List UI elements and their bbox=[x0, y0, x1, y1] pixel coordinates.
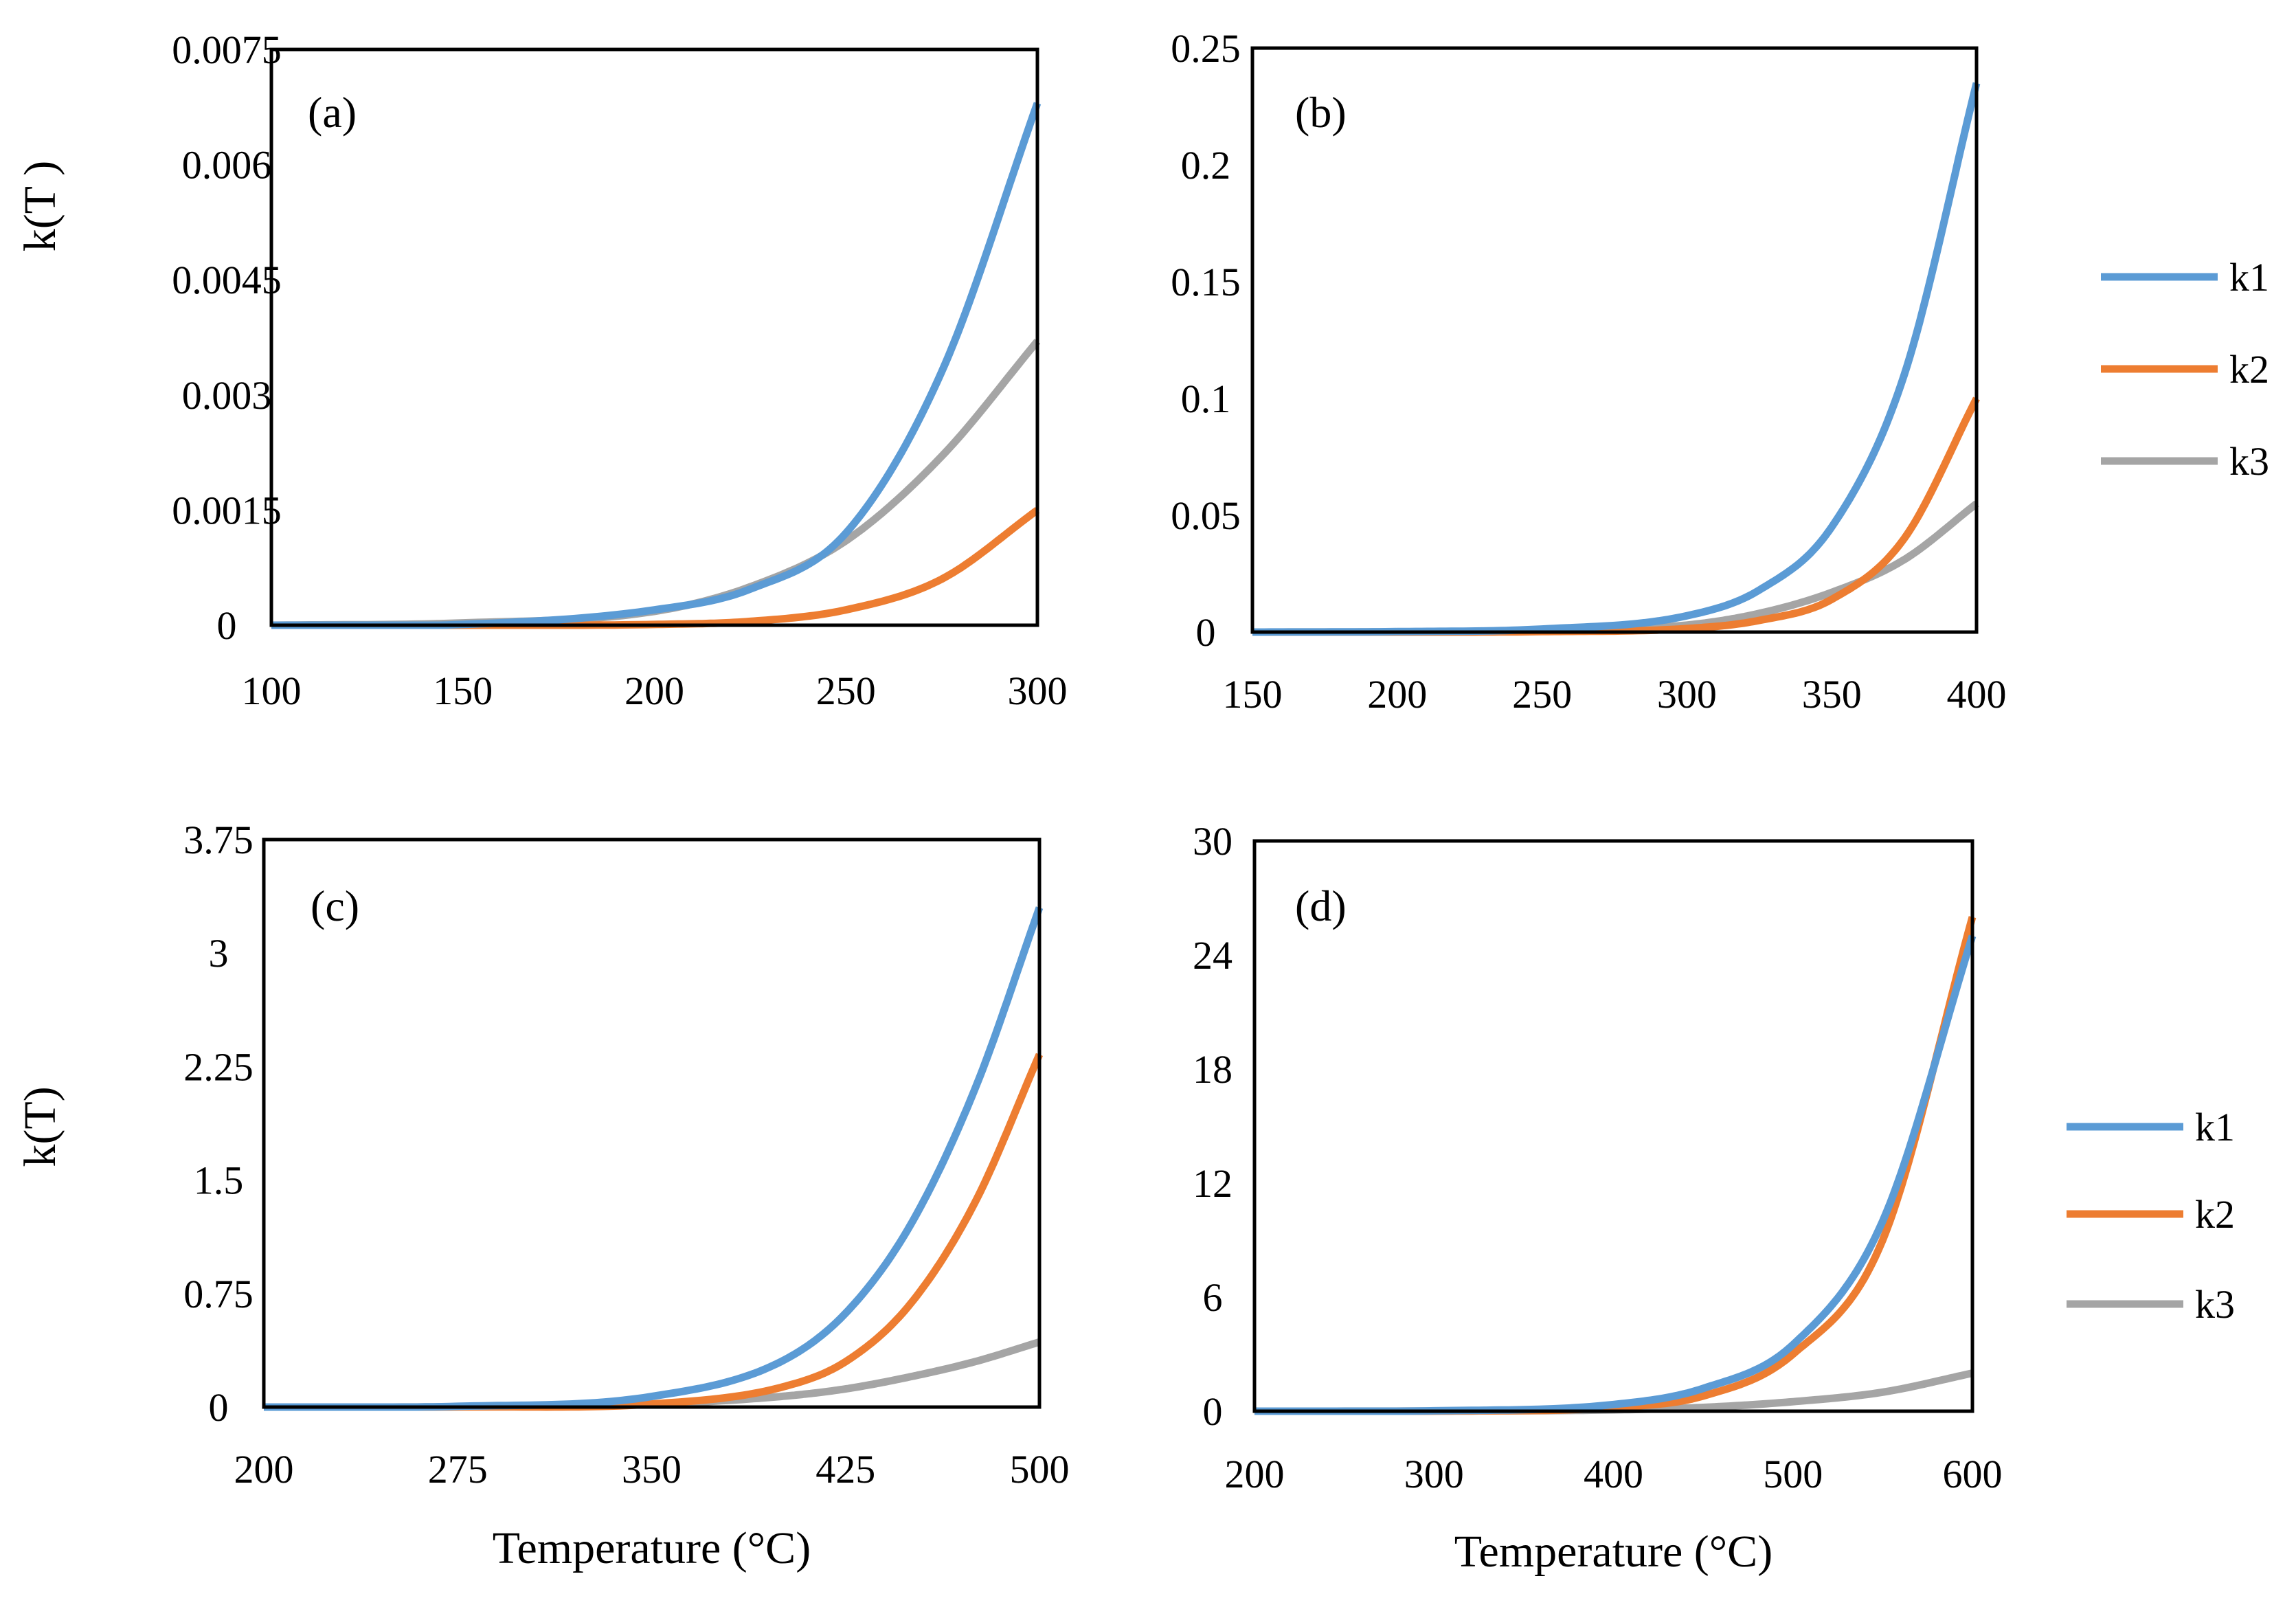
y-tick-label: 0.0045 bbox=[172, 258, 282, 302]
x-tick-label: 300 bbox=[1404, 1452, 1464, 1496]
plot-frame bbox=[269, 47, 1039, 627]
x-tick-label: 250 bbox=[816, 668, 876, 713]
y-tick-label: 0.0075 bbox=[172, 27, 282, 72]
y-tick-label: 2.25 bbox=[183, 1044, 254, 1089]
y-tick-label: 0 bbox=[1203, 1389, 1223, 1434]
x-tick-label: 200 bbox=[624, 668, 684, 713]
plot-frame bbox=[262, 838, 1042, 1409]
legend-label-k2: k2 bbox=[2195, 1192, 2235, 1237]
y-tick-label: 0.05 bbox=[1171, 493, 1241, 538]
chart-panel-3: 200 300 400 500 600 0 6 12 18 24 30 (d) Temperature … bbox=[1193, 819, 2003, 1577]
x-tick-label: 500 bbox=[1010, 1447, 1070, 1492]
y-tick-label: 0 bbox=[209, 1385, 229, 1430]
plot-frame bbox=[1250, 46, 1979, 634]
x-tick-label: 350 bbox=[1802, 672, 1862, 717]
x-axis-title: Temperature (°C) bbox=[1454, 1527, 1772, 1577]
legend-0: k1 k2 k3 bbox=[2101, 255, 2269, 484]
x-tick-label: 425 bbox=[815, 1447, 875, 1492]
y-tick-label: 0.006 bbox=[182, 143, 272, 188]
panel-label: (b) bbox=[1295, 88, 1347, 137]
legend-label-k3: k3 bbox=[2229, 439, 2269, 484]
plot-frame bbox=[1252, 839, 1974, 1413]
x-axis-title: Temperature (°C) bbox=[493, 1523, 811, 1573]
x-tick-label: 400 bbox=[1584, 1452, 1643, 1496]
panel-label: (a) bbox=[308, 88, 357, 137]
y-tick-label: 1.5 bbox=[194, 1158, 244, 1203]
x-tick-label: 400 bbox=[1947, 672, 2007, 717]
y-tick-label: 30 bbox=[1193, 819, 1233, 864]
series-line-k1 bbox=[1252, 82, 1981, 636]
y-tick-label: 0 bbox=[1196, 610, 1216, 655]
legend-label-k1: k1 bbox=[2229, 255, 2269, 300]
x-tick-label: 100 bbox=[242, 668, 302, 713]
x-tick-label: 500 bbox=[1763, 1452, 1823, 1496]
y-tick-label: 0.75 bbox=[183, 1272, 254, 1316]
series-line-k2 bbox=[1252, 396, 1980, 636]
y-tick-label: 0 bbox=[217, 603, 237, 648]
series-line-k2 bbox=[264, 1053, 1044, 1411]
x-tick-label: 300 bbox=[1008, 668, 1068, 713]
panel-label: (d) bbox=[1295, 881, 1347, 930]
legend-label-k1: k1 bbox=[2195, 1105, 2235, 1149]
x-tick-label: 200 bbox=[1367, 672, 1427, 717]
chart-panel-0: 100 150 200 250 300 0 0.0015 0.003 0.0045 0.006 0.… bbox=[15, 27, 1068, 713]
legend-label-k3: k3 bbox=[2195, 1282, 2235, 1327]
x-tick-label: 150 bbox=[1223, 672, 1283, 717]
x-tick-label: 275 bbox=[428, 1447, 488, 1492]
x-tick-label: 600 bbox=[1943, 1452, 2003, 1496]
series-line-k3 bbox=[1252, 500, 1979, 636]
y-tick-label: 0.003 bbox=[182, 373, 272, 418]
y-tick-label: 12 bbox=[1193, 1161, 1233, 1206]
legend-1: k1 k2 k3 bbox=[2067, 1105, 2235, 1327]
y-tick-label: 0.15 bbox=[1171, 260, 1241, 304]
y-axis-title: k(T ) bbox=[15, 161, 65, 252]
y-tick-label: 18 bbox=[1193, 1047, 1233, 1092]
y-tick-label: 0.0015 bbox=[172, 488, 282, 532]
y-tick-label: 0.25 bbox=[1171, 26, 1241, 71]
y-tick-label: 3 bbox=[209, 931, 229, 976]
x-tick-label: 200 bbox=[1225, 1452, 1285, 1496]
y-tick-label: 3.75 bbox=[183, 818, 254, 862]
legend-label-k2: k2 bbox=[2229, 347, 2269, 392]
series-line-k3 bbox=[271, 339, 1041, 629]
y-tick-label: 0.1 bbox=[1181, 377, 1231, 421]
x-tick-label: 350 bbox=[622, 1447, 682, 1492]
x-tick-label: 300 bbox=[1657, 672, 1717, 717]
x-tick-label: 150 bbox=[433, 668, 493, 713]
x-tick-label: 200 bbox=[234, 1447, 294, 1492]
y-tick-label: 6 bbox=[1203, 1275, 1223, 1320]
y-tick-label: 0.2 bbox=[1181, 143, 1231, 188]
series-line-k1 bbox=[271, 102, 1042, 629]
x-tick-label: 250 bbox=[1512, 672, 1572, 717]
panel-label: (c) bbox=[311, 881, 359, 930]
series-line-k1 bbox=[1254, 934, 1977, 1415]
series-line-k1 bbox=[264, 906, 1044, 1411]
series-line-k2 bbox=[1254, 916, 1977, 1415]
y-tick-label: 24 bbox=[1193, 933, 1233, 978]
chart-panel-2: 200 275 350 425 500 0 0.75 1.5 2.25 3 3.75 (c) k(T) T… bbox=[15, 818, 1070, 1573]
y-axis-title: k(T) bbox=[15, 1086, 65, 1167]
chart-panel-1: 150 200 250 300 350 400 0 0.05 0.1 0.15 0.2 0.25 (b) bbox=[1171, 26, 2006, 717]
